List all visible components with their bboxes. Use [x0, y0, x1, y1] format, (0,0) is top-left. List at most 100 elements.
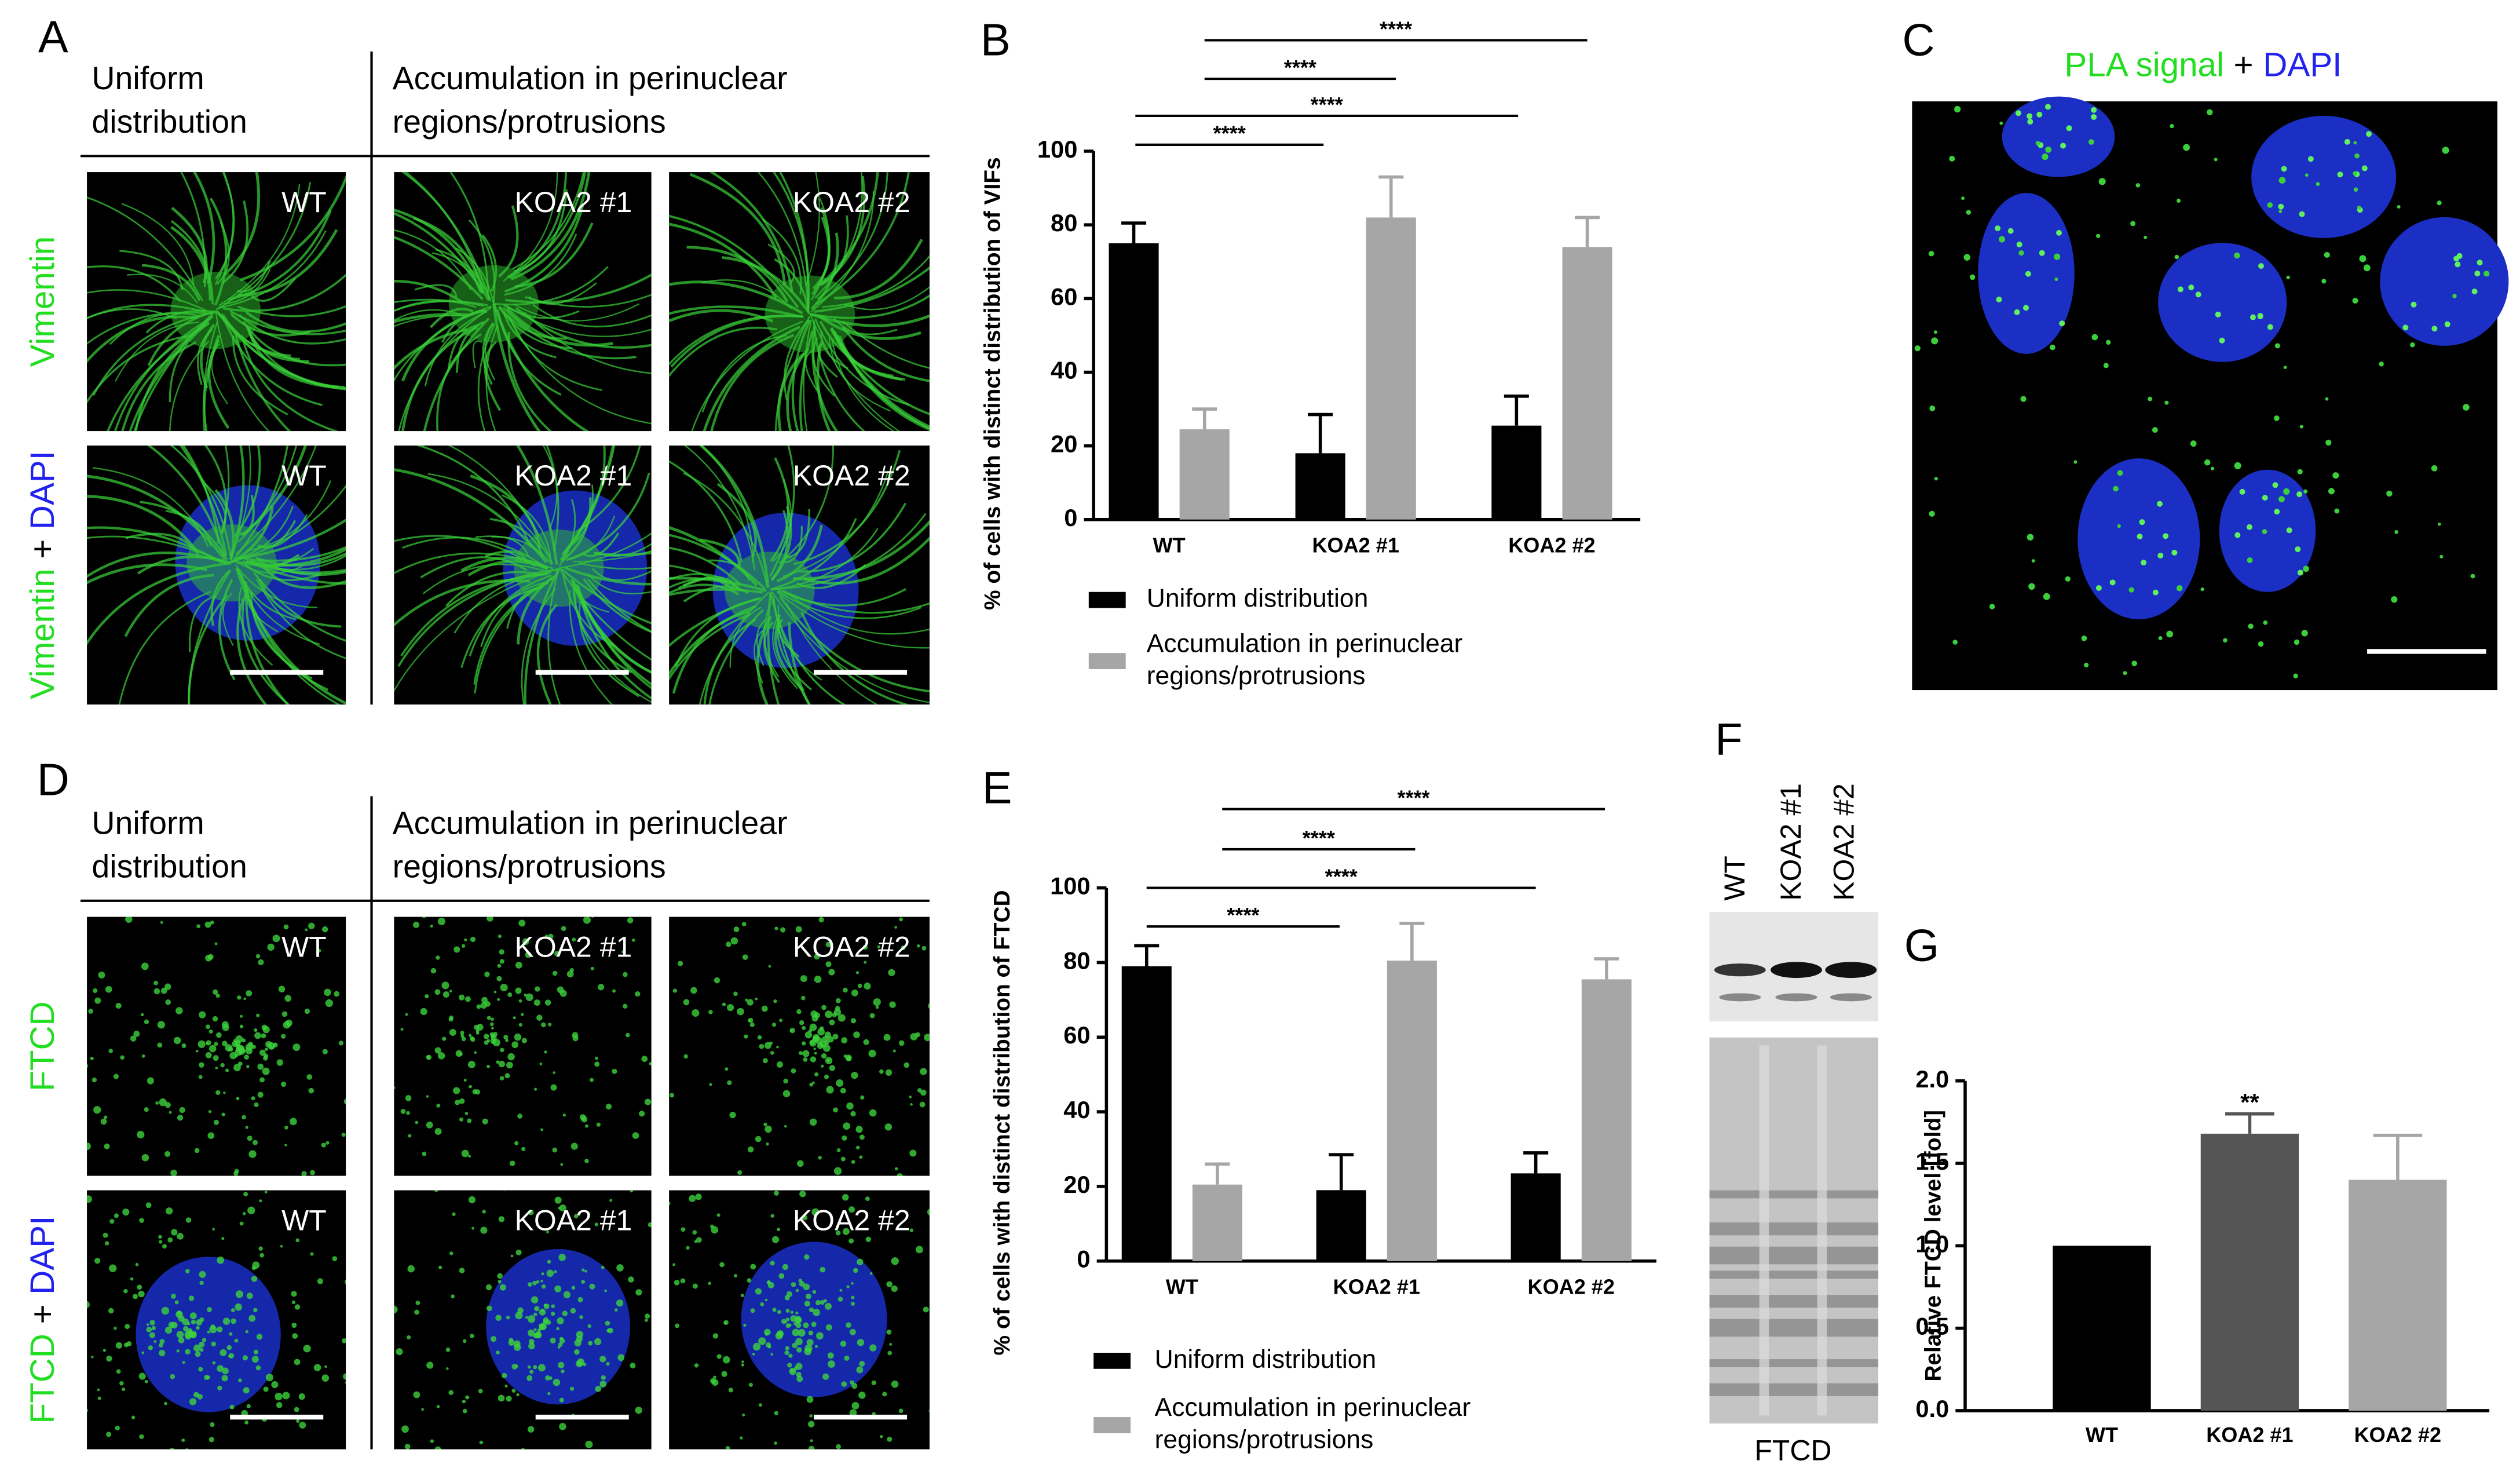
- puncta: [825, 961, 832, 967]
- puncta: [598, 984, 605, 991]
- nucleus: [2251, 115, 2397, 238]
- puncta: [258, 959, 264, 966]
- puncta: [675, 1323, 679, 1328]
- pla-dot: [2397, 205, 2401, 209]
- puncta: [891, 1285, 898, 1293]
- puncta: [850, 1301, 855, 1306]
- puncta: [836, 1079, 844, 1087]
- puncta: [528, 1342, 535, 1350]
- puncta: [689, 1195, 696, 1202]
- puncta: [536, 1280, 540, 1284]
- puncta: [825, 1302, 832, 1310]
- bar: [2349, 1180, 2447, 1411]
- pla-dot: [2258, 641, 2264, 647]
- puncta: [721, 1371, 727, 1377]
- pla-dot: [1931, 337, 1939, 345]
- y-tick-label: 0: [1064, 504, 1077, 531]
- puncta: [206, 1042, 209, 1045]
- puncta: [927, 1209, 930, 1216]
- puncta: [827, 1036, 834, 1043]
- puncta: [253, 1140, 258, 1145]
- puncta: [251, 1276, 258, 1282]
- x-tick-label: WT: [1166, 1275, 1198, 1298]
- puncta: [321, 926, 328, 933]
- row-label-part: Vimentin: [24, 568, 61, 699]
- y-axis-label: % of cells with distinct distribution of…: [990, 890, 1015, 1355]
- puncta: [225, 1068, 229, 1072]
- puncta: [583, 917, 591, 924]
- pla-dot: [2190, 440, 2197, 447]
- puncta: [246, 1065, 250, 1068]
- puncta: [722, 1002, 726, 1006]
- puncta: [199, 1341, 205, 1348]
- puncta: [499, 1284, 507, 1291]
- puncta: [857, 1338, 865, 1346]
- pla-dot: [2248, 623, 2254, 629]
- puncta: [130, 1035, 137, 1042]
- puncta: [843, 987, 848, 993]
- puncta: [848, 1206, 855, 1213]
- puncta: [515, 962, 522, 969]
- puncta: [767, 1280, 770, 1283]
- puncta: [245, 1043, 253, 1051]
- puncta: [422, 917, 426, 918]
- puncta: [835, 998, 841, 1003]
- puncta: [559, 990, 567, 997]
- pla-dot: [1961, 196, 1965, 200]
- puncta: [674, 1280, 680, 1286]
- puncta: [898, 1408, 904, 1414]
- pla-dot: [2098, 178, 2106, 185]
- puncta: [515, 987, 522, 994]
- puncta: [396, 1348, 403, 1356]
- puncta: [805, 1293, 811, 1299]
- puncta: [264, 1047, 268, 1052]
- puncta: [901, 945, 906, 951]
- panel-letter: C: [1902, 15, 1934, 65]
- filament: [394, 313, 470, 323]
- puncta: [228, 1353, 235, 1359]
- filament: [575, 446, 641, 533]
- filament: [394, 535, 536, 567]
- puncta: [194, 1148, 200, 1153]
- puncta: [229, 1404, 235, 1410]
- puncta: [498, 1280, 502, 1284]
- significance-label: ****: [1284, 56, 1316, 79]
- puncta: [289, 1118, 297, 1126]
- puncta: [206, 1024, 210, 1029]
- filament: [87, 495, 197, 552]
- puncta: [909, 1149, 917, 1157]
- puncta: [308, 1087, 314, 1094]
- pla-dot: [2014, 309, 2020, 315]
- puncta: [545, 1375, 551, 1381]
- puncta: [635, 991, 641, 997]
- puncta: [164, 983, 171, 990]
- puncta: [761, 1005, 768, 1012]
- cell-body: [514, 530, 604, 607]
- filament: [710, 334, 795, 432]
- puncta: [130, 1277, 134, 1281]
- puncta: [496, 1060, 500, 1064]
- error-bar: [1594, 957, 1619, 980]
- puncta: [719, 1262, 725, 1268]
- puncta: [263, 1386, 269, 1392]
- puncta: [859, 1155, 863, 1159]
- filament: [793, 450, 901, 565]
- puncta: [149, 1320, 155, 1326]
- nucleus: [2380, 217, 2509, 346]
- pla-dot: [2128, 587, 2134, 593]
- filament: [572, 587, 652, 703]
- pla-dot: [2164, 400, 2169, 405]
- puncta: [490, 1022, 494, 1027]
- puncta: [442, 1036, 447, 1041]
- puncta: [503, 1035, 509, 1040]
- pla-dot: [2474, 271, 2481, 277]
- puncta: [223, 1091, 226, 1094]
- puncta: [589, 1283, 595, 1290]
- filament: [169, 340, 210, 432]
- puncta: [844, 1355, 850, 1361]
- puncta: [215, 994, 220, 998]
- pla-dot: [2366, 131, 2372, 137]
- pla-dot: [2036, 111, 2043, 118]
- puncta: [559, 1338, 565, 1344]
- puncta: [470, 1037, 476, 1042]
